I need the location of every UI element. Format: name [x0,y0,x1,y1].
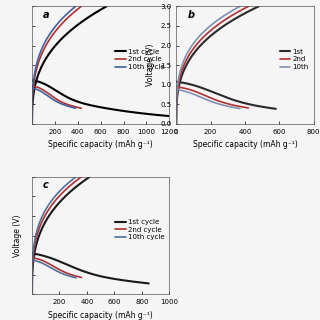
Text: b: b [187,10,194,20]
Text: a: a [43,10,50,20]
X-axis label: Specific capacity (mAh g⁻¹): Specific capacity (mAh g⁻¹) [48,311,153,320]
Y-axis label: Voltage (V): Voltage (V) [146,44,155,86]
Text: c: c [43,180,49,190]
X-axis label: Specific capacity (mAh g⁻¹): Specific capacity (mAh g⁻¹) [193,140,297,149]
X-axis label: Specific capacity (mAh g⁻¹): Specific capacity (mAh g⁻¹) [48,140,153,149]
Y-axis label: Voltage (V): Voltage (V) [12,214,21,257]
Legend: 1st, 2nd, 10th: 1st, 2nd, 10th [279,47,310,71]
Legend: 1st cycle, 2nd cycle, 10th cycle: 1st cycle, 2nd cycle, 10th cycle [114,218,166,242]
Legend: 1st cycle, 2nd cycle, 10th cycle: 1st cycle, 2nd cycle, 10th cycle [114,47,166,71]
